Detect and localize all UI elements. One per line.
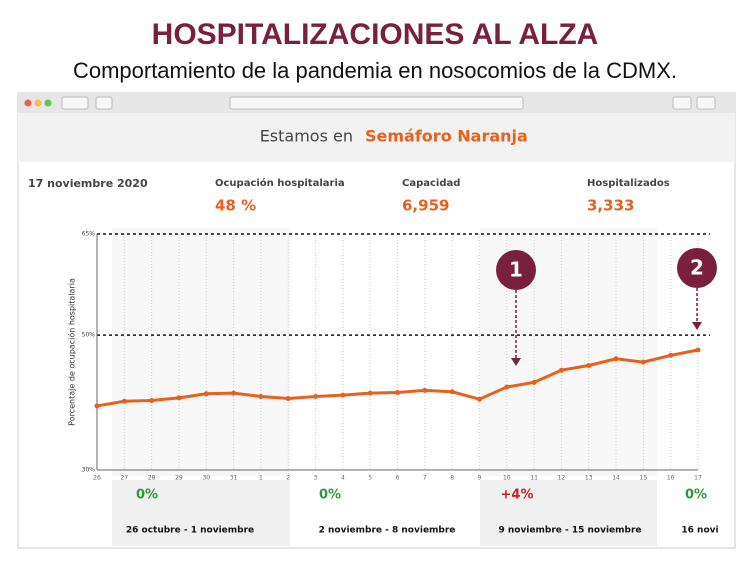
y-tick-label: 65% [82,231,96,238]
week-label: 16 novi [681,526,718,536]
data-point [531,379,537,385]
x-tick-label: 30 [202,475,210,482]
stat-label: Ocupación hospitalaria [215,177,345,189]
stat-value: 6,959 [402,197,449,215]
x-tick-label: 3 [314,475,318,482]
data-point [613,356,619,362]
week-footer [480,480,657,546]
data-point [504,384,510,390]
address-bar[interactable] [229,96,524,110]
data-point [149,398,155,404]
data-point [94,403,100,409]
data-point [121,398,127,404]
x-tick-label: 29 [175,475,183,482]
week-shade [290,228,480,476]
data-point [285,396,291,402]
x-tick-label: 26 [93,475,101,482]
sidebar-button[interactable] [95,96,113,110]
data-point [449,389,455,395]
data-point [258,394,264,400]
y-tick-label: 50% [82,332,96,339]
stat-label: Hospitalizados [587,178,670,189]
data-point [640,359,646,365]
data-point [231,390,237,396]
annotation-circle [496,250,536,290]
headline: HOSPITALIZACIONES AL ALZA [152,18,599,51]
banner-prefix: Estamos en [260,127,353,146]
share-button[interactable] [672,96,692,110]
week-footer [290,480,480,546]
x-tick-label: 1 [259,475,263,482]
x-tick-label: 27 [120,475,128,482]
date: 17 noviembre 2020 [28,177,148,190]
data-point [586,362,592,368]
x-tick-label: 2 [286,475,290,482]
week-footer [657,480,718,546]
stat-label: Capacidad [402,178,460,189]
x-tick-label: 31 [230,475,238,482]
week-label: 2 noviembre - 8 noviembre [319,526,456,536]
x-tick-label: 28 [148,475,156,482]
week-change: 0% [685,488,707,503]
x-tick-label: 8 [450,475,454,482]
data-point [340,392,346,398]
data-point [203,391,209,397]
stat-value: 48 % [215,197,256,215]
close-button[interactable] [24,99,32,107]
data-point [176,395,182,401]
data-point [558,367,564,373]
data-point [422,387,428,393]
week-label: 9 noviembre - 15 noviembre [498,526,641,536]
x-tick-label: 11 [530,475,538,482]
x-tick-label: 14 [612,475,620,482]
banner-status: Semáforo Naranja [365,127,528,146]
week-label: 26 octubre - 1 noviembre [126,526,254,536]
week-change: +4% [501,488,534,503]
x-tick-label: 13 [585,475,593,482]
x-tick-label: 15 [640,475,648,482]
x-tick-label: 16 [667,475,675,482]
annotation-arrowhead [692,322,702,330]
nav-buttons[interactable] [61,96,89,110]
data-point [367,390,373,396]
x-tick-label: 7 [423,475,427,482]
week-footer [112,480,290,546]
week-shade [112,228,290,476]
week-change: 0% [136,488,158,503]
annotation-arrowhead [511,358,521,366]
annotation-number: 1 [509,258,523,282]
week-change: 0% [319,488,341,503]
data-point [313,394,319,400]
x-tick-label: 9 [478,475,482,482]
annotation-number: 2 [690,256,704,280]
annotation-circle [677,248,717,288]
y-axis-title: Porcentaje de ocupación hospitalaria [67,278,77,426]
stat-value: 3,333 [587,197,634,215]
minimize-button[interactable] [34,99,42,107]
x-tick-label: 12 [558,475,566,482]
x-tick-label: 4 [341,475,345,482]
x-tick-label: 5 [368,475,372,482]
data-point [695,347,701,353]
data-point [395,389,400,395]
tabs-button[interactable] [696,96,716,110]
data-point [476,396,482,402]
subheadline: Comportamiento de la pandemia en nosocom… [73,58,677,83]
zoom-button[interactable] [44,99,52,107]
x-tick-label: 6 [396,475,400,482]
x-tick-label: 10 [503,475,511,482]
x-tick-label: 17 [694,475,702,482]
y-tick-label: 30% [82,467,96,474]
data-point [668,352,674,358]
banner-bg [18,113,735,162]
